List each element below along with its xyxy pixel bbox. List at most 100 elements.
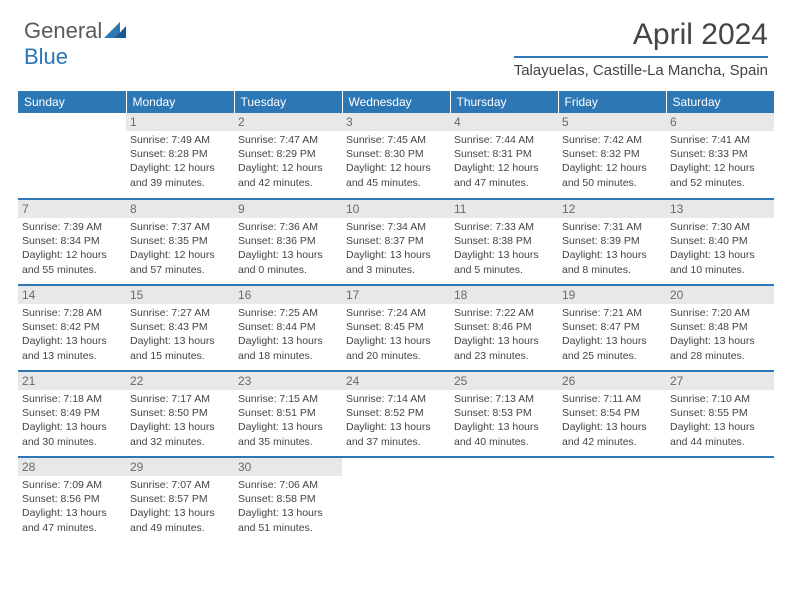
- month-title: April 2024: [514, 18, 768, 52]
- day-number: 27: [666, 372, 774, 390]
- day-number: 22: [126, 372, 234, 390]
- calendar-cell: 10Sunrise: 7:34 AMSunset: 8:37 PMDayligh…: [342, 199, 450, 285]
- day-number: 16: [234, 286, 342, 304]
- day-number: 1: [126, 113, 234, 131]
- day-number: 19: [558, 286, 666, 304]
- day-number: 7: [18, 200, 126, 218]
- calendar-cell: 24 Sunrise: 7:14 AMSunset: 8:52 PMDayligh…: [342, 371, 450, 457]
- day-number: 9: [234, 200, 342, 218]
- calendar-cell: 22 Sunrise: 7:17 AMSunset: 8:50 PMDayligh…: [126, 371, 234, 457]
- day-details: Sunrise: 7:44 AMSunset: 8:31 PMDaylight:…: [454, 133, 554, 190]
- day-details: Sunrise: 7:34 AMSunset: 8:37 PMDaylight:…: [346, 220, 446, 277]
- calendar-table: SundayMondayTuesdayWednesdayThursdayFrid…: [18, 91, 774, 543]
- calendar-cell: [558, 457, 666, 543]
- calendar-cell: 7 Sunrise: 7:39 AMSunset: 8:34 PMDaylight…: [18, 199, 126, 285]
- day-number: 5: [558, 113, 666, 131]
- calendar-cell: 4 Sunrise: 7:44 AMSunset: 8:31 PMDaylight…: [450, 113, 558, 199]
- day-details: Sunrise: 7:13 AMSunset: 8:53 PMDaylight:…: [454, 392, 554, 449]
- day-number: 8: [126, 200, 234, 218]
- day-number: 18: [450, 286, 558, 304]
- calendar-cell: 19 Sunrise: 7:21 AMSunset: 8:47 PMDayligh…: [558, 285, 666, 371]
- calendar-row: 28 Sunrise: 7:09 AMSunset: 8:56 PMDayligh…: [18, 457, 774, 543]
- calendar-body: 1 Sunrise: 7:49 AMSunset: 8:28 PMDaylight…: [18, 113, 774, 543]
- day-details: Sunrise: 7:20 AMSunset: 8:48 PMDaylight:…: [670, 306, 770, 363]
- day-details: Sunrise: 7:47 AMSunset: 8:29 PMDaylight:…: [238, 133, 338, 190]
- title-block: April 2024 Talayuelas, Castille-La Manch…: [514, 18, 768, 79]
- day-number: 28: [18, 458, 126, 476]
- day-number: 12: [558, 200, 666, 218]
- calendar-row: 14Sunrise: 7:28 AMSunset: 8:42 PMDayligh…: [18, 285, 774, 371]
- day-number: 24: [342, 372, 450, 390]
- day-number: 13: [666, 200, 774, 218]
- calendar-cell: 11 Sunrise: 7:33 AMSunset: 8:38 PMDayligh…: [450, 199, 558, 285]
- day-details: Sunrise: 7:45 AMSunset: 8:30 PMDaylight:…: [346, 133, 446, 190]
- calendar-cell: 2 Sunrise: 7:47 AMSunset: 8:29 PMDaylight…: [234, 113, 342, 199]
- weekday-header: Friday: [558, 91, 666, 113]
- logo-mark-icon: [104, 18, 126, 44]
- day-details: Sunrise: 7:17 AMSunset: 8:50 PMDaylight:…: [130, 392, 230, 449]
- day-number: 15: [126, 286, 234, 304]
- day-details: Sunrise: 7:18 AMSunset: 8:49 PMDaylight:…: [22, 392, 122, 449]
- day-number: 30: [234, 458, 342, 476]
- day-details: Sunrise: 7:37 AMSunset: 8:35 PMDaylight:…: [130, 220, 230, 277]
- logo-part2: Blue: [24, 44, 68, 69]
- logo-text: General Blue: [24, 18, 126, 70]
- calendar-cell: 29Sunrise: 7:07 AMSunset: 8:57 PMDayligh…: [126, 457, 234, 543]
- day-details: Sunrise: 7:36 AMSunset: 8:36 PMDaylight:…: [238, 220, 338, 277]
- calendar-cell: 1 Sunrise: 7:49 AMSunset: 8:28 PMDaylight…: [126, 113, 234, 199]
- calendar-cell: 26Sunrise: 7:11 AMSunset: 8:54 PMDayligh…: [558, 371, 666, 457]
- day-details: Sunrise: 7:07 AMSunset: 8:57 PMDaylight:…: [130, 478, 230, 535]
- calendar-cell: [450, 457, 558, 543]
- day-details: Sunrise: 7:11 AMSunset: 8:54 PMDaylight:…: [562, 392, 662, 449]
- calendar-cell: 15 Sunrise: 7:27 AMSunset: 8:43 PMDayligh…: [126, 285, 234, 371]
- calendar-cell: 6 Sunrise: 7:41 AMSunset: 8:33 PMDaylight…: [666, 113, 774, 199]
- calendar-row: 1 Sunrise: 7:49 AMSunset: 8:28 PMDaylight…: [18, 113, 774, 199]
- calendar-cell: 17 Sunrise: 7:24 AMSunset: 8:45 PMDayligh…: [342, 285, 450, 371]
- day-details: Sunrise: 7:31 AMSunset: 8:39 PMDaylight:…: [562, 220, 662, 277]
- day-number: 20: [666, 286, 774, 304]
- calendar-cell: 8 Sunrise: 7:37 AMSunset: 8:35 PMDaylight…: [126, 199, 234, 285]
- weekday-header: Wednesday: [342, 91, 450, 113]
- day-details: Sunrise: 7:39 AMSunset: 8:34 PMDaylight:…: [22, 220, 122, 277]
- day-number: 3: [342, 113, 450, 131]
- calendar-row: 7 Sunrise: 7:39 AMSunset: 8:34 PMDaylight…: [18, 199, 774, 285]
- header: General Blue April 2024 Talayuelas, Cast…: [0, 0, 792, 83]
- weekday-header-row: SundayMondayTuesdayWednesdayThursdayFrid…: [18, 91, 774, 113]
- day-details: Sunrise: 7:41 AMSunset: 8:33 PMDaylight:…: [670, 133, 770, 190]
- location-text: Talayuelas, Castille-La Mancha, Spain: [514, 56, 768, 79]
- day-details: Sunrise: 7:09 AMSunset: 8:56 PMDaylight:…: [22, 478, 122, 535]
- day-details: Sunrise: 7:06 AMSunset: 8:58 PMDaylight:…: [238, 478, 338, 535]
- calendar-cell: 13 Sunrise: 7:30 AMSunset: 8:40 PMDayligh…: [666, 199, 774, 285]
- day-details: Sunrise: 7:21 AMSunset: 8:47 PMDaylight:…: [562, 306, 662, 363]
- day-number: 4: [450, 113, 558, 131]
- day-number: 11: [450, 200, 558, 218]
- day-number: 23: [234, 372, 342, 390]
- day-number: 21: [18, 372, 126, 390]
- day-details: Sunrise: 7:33 AMSunset: 8:38 PMDaylight:…: [454, 220, 554, 277]
- weekday-header: Thursday: [450, 91, 558, 113]
- logo-part1: General: [24, 18, 102, 43]
- weekday-header: Saturday: [666, 91, 774, 113]
- day-number: 6: [666, 113, 774, 131]
- day-details: Sunrise: 7:15 AMSunset: 8:51 PMDaylight:…: [238, 392, 338, 449]
- day-details: Sunrise: 7:22 AMSunset: 8:46 PMDaylight:…: [454, 306, 554, 363]
- day-details: Sunrise: 7:49 AMSunset: 8:28 PMDaylight:…: [130, 133, 230, 190]
- calendar-cell: 20 Sunrise: 7:20 AMSunset: 8:48 PMDayligh…: [666, 285, 774, 371]
- day-details: Sunrise: 7:24 AMSunset: 8:45 PMDaylight:…: [346, 306, 446, 363]
- calendar-cell: [18, 113, 126, 199]
- calendar-cell: 12 Sunrise: 7:31 AMSunset: 8:39 PMDayligh…: [558, 199, 666, 285]
- day-number: 17: [342, 286, 450, 304]
- weekday-header: Monday: [126, 91, 234, 113]
- day-details: Sunrise: 7:30 AMSunset: 8:40 PMDaylight:…: [670, 220, 770, 277]
- calendar-cell: 23 Sunrise: 7:15 AMSunset: 8:51 PMDayligh…: [234, 371, 342, 457]
- day-details: Sunrise: 7:25 AMSunset: 8:44 PMDaylight:…: [238, 306, 338, 363]
- day-details: Sunrise: 7:27 AMSunset: 8:43 PMDaylight:…: [130, 306, 230, 363]
- calendar-cell: 25Sunrise: 7:13 AMSunset: 8:53 PMDayligh…: [450, 371, 558, 457]
- calendar-cell: 3 Sunrise: 7:45 AMSunset: 8:30 PMDaylight…: [342, 113, 450, 199]
- day-number: 14: [18, 286, 126, 304]
- calendar-cell: 28 Sunrise: 7:09 AMSunset: 8:56 PMDayligh…: [18, 457, 126, 543]
- calendar-cell: 9 Sunrise: 7:36 AMSunset: 8:36 PMDaylight…: [234, 199, 342, 285]
- day-details: Sunrise: 7:10 AMSunset: 8:55 PMDaylight:…: [670, 392, 770, 449]
- day-number: 2: [234, 113, 342, 131]
- day-details: Sunrise: 7:14 AMSunset: 8:52 PMDaylight:…: [346, 392, 446, 449]
